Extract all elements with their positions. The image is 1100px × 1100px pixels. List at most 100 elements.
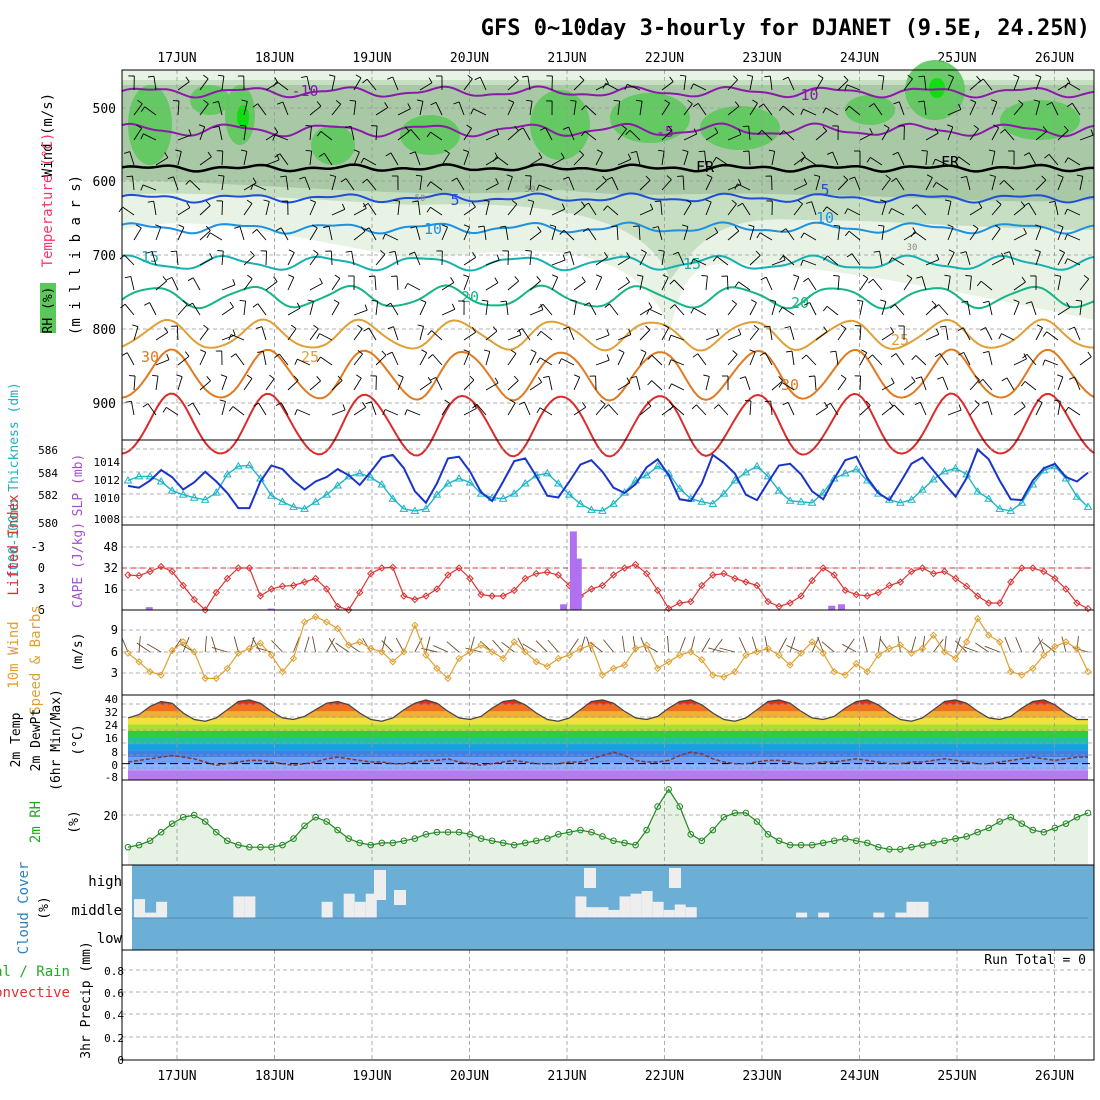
wind-barb-flag xyxy=(393,199,400,202)
wind-barb xyxy=(353,406,366,416)
wind-barb-flag xyxy=(333,299,340,304)
lifted-index-point xyxy=(709,571,717,579)
wind-barb-flag xyxy=(288,249,295,253)
wind-barb-flag xyxy=(732,75,738,81)
wind-barb-flag xyxy=(1054,399,1061,402)
thickness-point xyxy=(1006,506,1016,514)
wind-barb xyxy=(396,275,399,291)
wind-barb xyxy=(1031,301,1037,316)
wind10m-barb xyxy=(817,636,824,653)
wind-barb-flag xyxy=(307,299,314,302)
wind-barb xyxy=(353,230,366,241)
rh2m-point xyxy=(1062,820,1070,827)
contour-minus5 xyxy=(121,122,1095,138)
wind-barb-flag xyxy=(939,325,946,328)
thickness-point xyxy=(785,496,795,504)
wind-barb-flag xyxy=(877,74,884,77)
wind-barb xyxy=(331,76,336,91)
wind10m-barb xyxy=(492,639,504,653)
wind-barb-flag xyxy=(207,151,212,158)
wind-barb-flag xyxy=(843,75,849,81)
wind-barb-flag xyxy=(1064,208,1068,215)
wind10m-speed-point xyxy=(289,654,298,663)
rh-contour-label: 50 xyxy=(415,194,426,204)
wind-barb-flag xyxy=(1000,129,1006,134)
wind-barb xyxy=(243,203,253,216)
rh-high-patch xyxy=(400,115,460,155)
thickness-point xyxy=(200,495,210,503)
wind-barb-flag xyxy=(948,249,955,253)
wind-barb xyxy=(988,351,993,366)
wind-barb xyxy=(265,132,279,141)
wind-barb-flag xyxy=(1064,406,1069,413)
wind-barb-flag xyxy=(170,250,177,253)
wind-barb xyxy=(407,283,421,291)
wind-barb-flag xyxy=(626,377,631,384)
temperature-bands xyxy=(128,699,1088,780)
wind-barb xyxy=(390,302,399,316)
cloud-level-label: middle xyxy=(71,903,122,919)
thickness-point xyxy=(167,486,177,494)
wind-barb xyxy=(1013,406,1026,416)
wind-barb xyxy=(657,226,663,241)
lifted-index-point xyxy=(521,574,529,583)
wind-barb-flag xyxy=(1068,326,1075,330)
wind-barb xyxy=(803,232,817,241)
wind10m-speed-point xyxy=(400,648,408,656)
wind-barb xyxy=(551,277,559,291)
thickness-point xyxy=(807,498,817,506)
wind-barb-flag xyxy=(462,149,469,153)
temp2m-axis-label: (6hr Min/Max) xyxy=(49,689,64,791)
wind-barb-flag xyxy=(527,199,534,202)
wind-barb xyxy=(330,250,333,266)
wind-barb xyxy=(897,152,905,166)
wind-barb-flag xyxy=(381,350,387,356)
top-day-label: 18JUN xyxy=(255,51,294,66)
wind-barb-flag xyxy=(427,354,433,359)
lifted-index-point xyxy=(146,567,154,576)
wind-barb xyxy=(568,326,575,341)
wind-barb-flag xyxy=(1059,249,1065,254)
wind-barb xyxy=(595,83,609,91)
lifted-index-point xyxy=(731,574,739,583)
wind-barb-flag xyxy=(604,303,610,308)
wind10m-speed-point xyxy=(488,648,496,656)
wind-barb xyxy=(761,129,773,141)
wind-barb-flag xyxy=(570,299,577,302)
wind-barb xyxy=(230,334,245,341)
slp-axis-label: SLP (mb) xyxy=(71,454,86,517)
wind-barb xyxy=(881,301,887,316)
lifted-index-point xyxy=(422,592,430,600)
wind10m-speed-point xyxy=(356,638,364,646)
wind-barb xyxy=(859,133,873,141)
wind-barb-flag xyxy=(574,374,580,378)
wind-barb xyxy=(942,376,949,391)
wind-barb-flag xyxy=(246,199,253,204)
wind-barb-flag xyxy=(800,109,804,115)
wind-barb-flag xyxy=(764,75,771,78)
rh2m-point xyxy=(643,826,650,834)
wind-barb-flag xyxy=(868,103,875,108)
wind-barb xyxy=(529,352,537,366)
lifted-index-point xyxy=(499,592,507,600)
wind-barb xyxy=(895,353,905,366)
wind-barb-flag xyxy=(329,74,336,77)
thickness-axis-label: 1000-500mb Thickness (dm) xyxy=(7,382,22,578)
wind-barb xyxy=(991,176,996,191)
wind-barb-flag xyxy=(800,156,805,163)
wind-barb-flag xyxy=(679,74,686,77)
wind-barb xyxy=(265,201,270,216)
wind-barb xyxy=(473,108,487,116)
wind-barb xyxy=(1046,331,1059,341)
wind-barb-flag xyxy=(417,324,424,327)
wind-barb xyxy=(375,301,379,316)
wind-barb-flag xyxy=(382,409,386,416)
wind-barb-flag xyxy=(121,352,128,356)
wind-barb xyxy=(915,355,927,366)
wind-barb xyxy=(366,178,377,191)
wind-barb xyxy=(716,256,729,266)
wind-barb xyxy=(919,402,927,416)
wind-barb xyxy=(319,333,333,341)
wind-barb-flag xyxy=(135,224,142,229)
wind10m-speed-point xyxy=(455,654,463,663)
